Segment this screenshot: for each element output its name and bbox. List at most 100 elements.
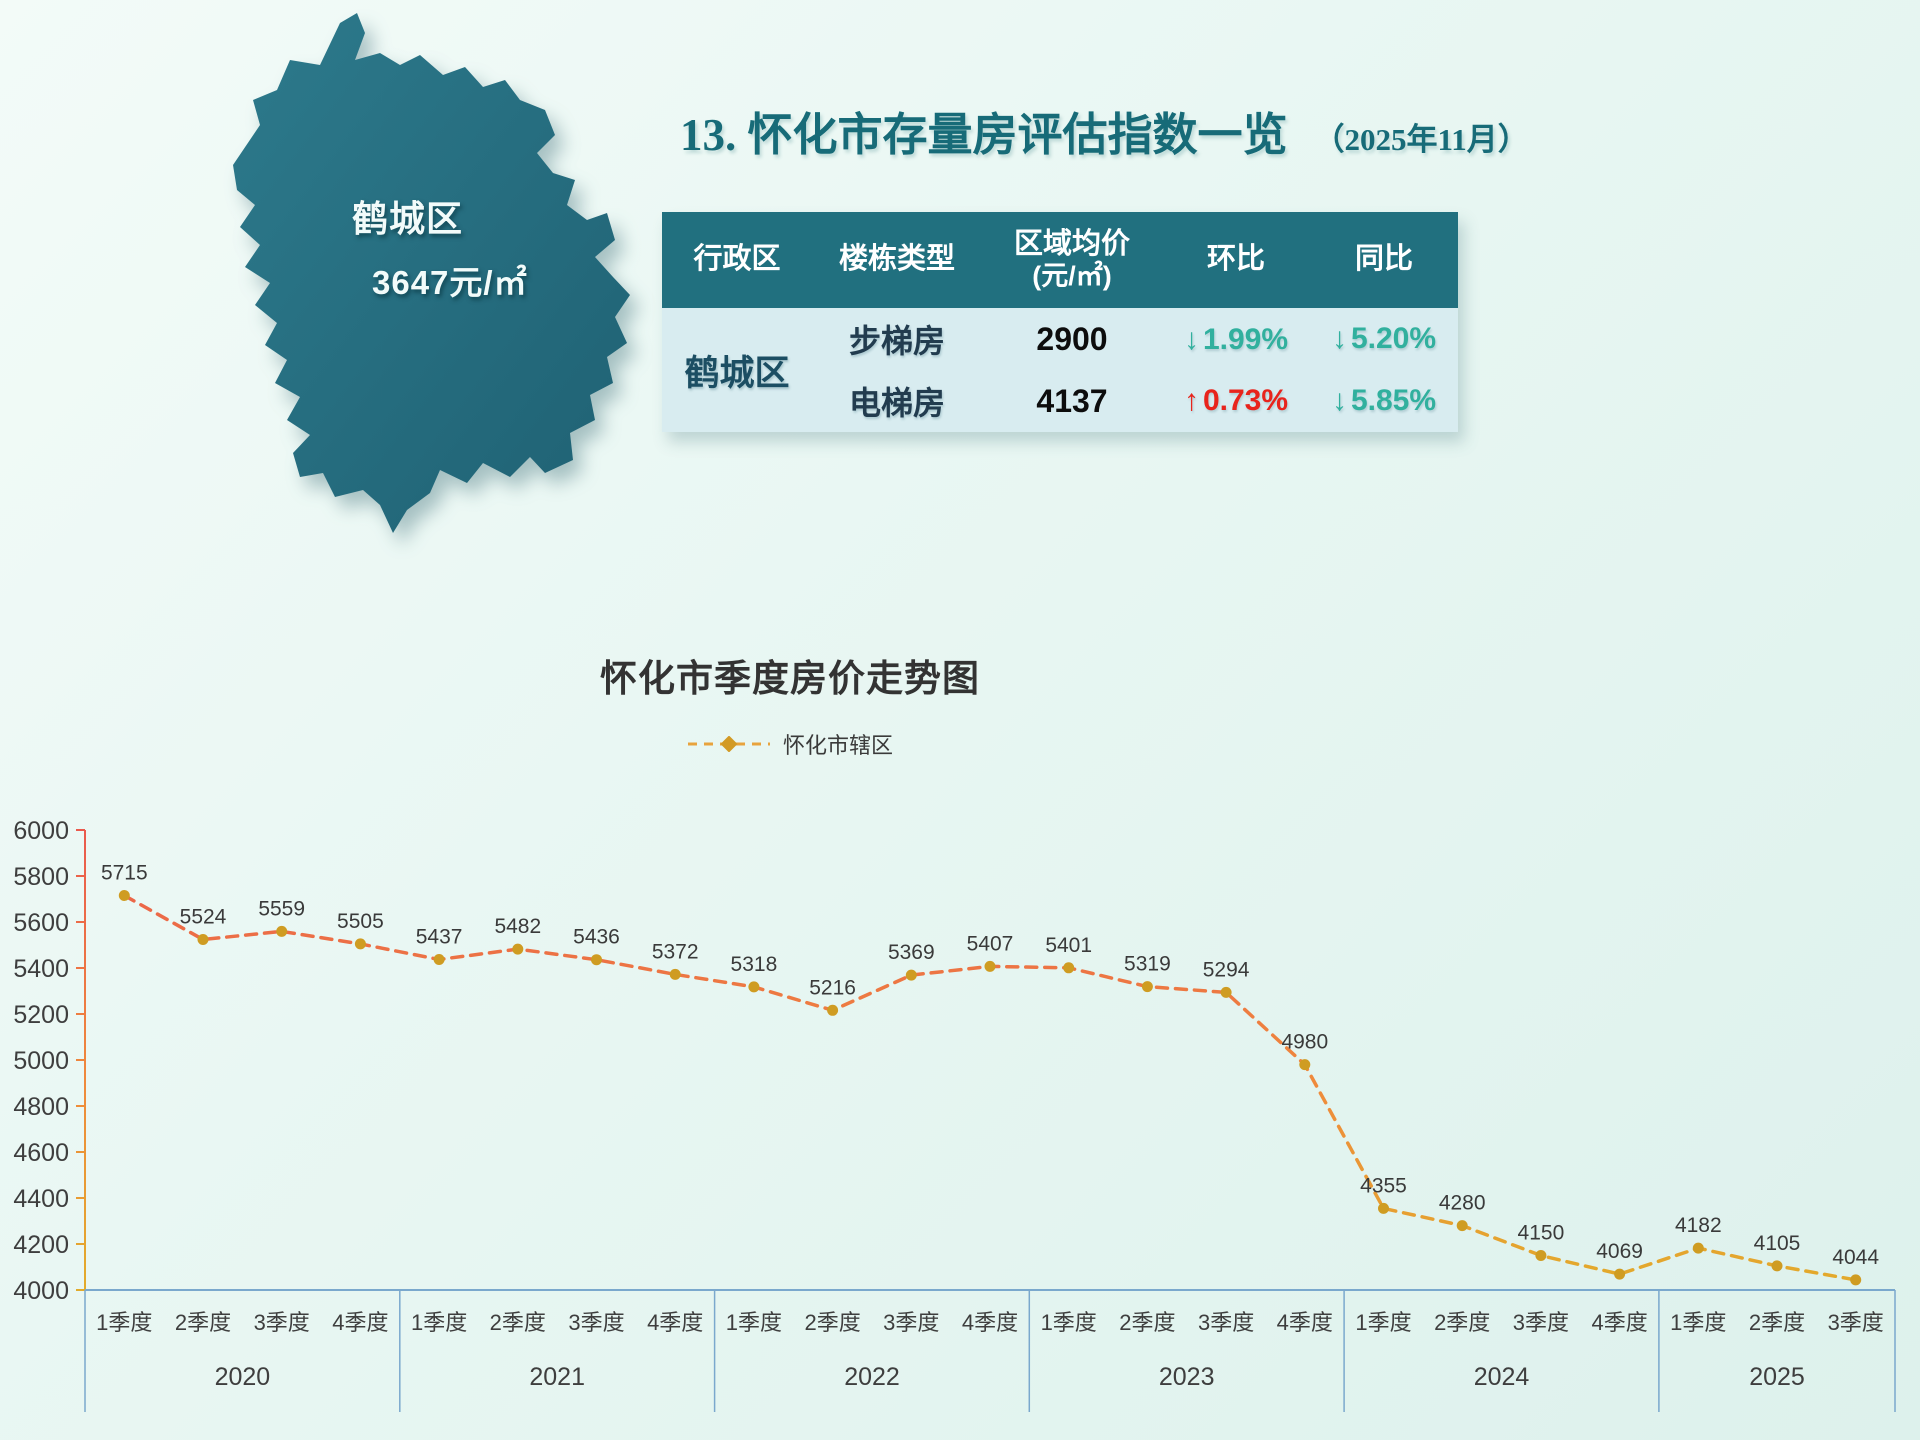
mom-value: 0.73% bbox=[1202, 384, 1289, 417]
chart-point bbox=[591, 954, 602, 966]
chart-point bbox=[512, 943, 524, 955]
down-arrow-icon: ↓ bbox=[1331, 322, 1347, 355]
chart-point-label: 4980 bbox=[1281, 1031, 1328, 1054]
up-arrow-icon: ↑ bbox=[1183, 384, 1199, 417]
col-header-yoy: 同比 bbox=[1354, 243, 1413, 276]
yoy-cell: ↓ 5.85% bbox=[1310, 370, 1458, 432]
y-axis-label: 5600 bbox=[13, 909, 69, 937]
chart-header: 怀化市季度房价走势图 怀化市辖区 bbox=[0, 648, 1580, 760]
chart-point-label: 5482 bbox=[494, 915, 541, 938]
x-axis-quarter-label: 4季度 bbox=[1277, 1310, 1333, 1335]
chart-point bbox=[1299, 1059, 1311, 1071]
yoy-change: ↓ 5.20% bbox=[1332, 322, 1436, 356]
x-axis-quarter-label: 2季度 bbox=[1749, 1310, 1805, 1335]
chart-point bbox=[1614, 1268, 1626, 1280]
chart-point bbox=[1063, 962, 1075, 974]
yoy-value: 5.20% bbox=[1350, 322, 1437, 355]
x-axis-quarter-label: 1季度 bbox=[1355, 1310, 1411, 1335]
chart-point-label: 5294 bbox=[1203, 958, 1250, 981]
x-axis-year-label: 2023 bbox=[1159, 1363, 1215, 1391]
building-type-cell: 电梯房 bbox=[848, 385, 945, 421]
chart-point bbox=[118, 890, 130, 901]
legend-label: 怀化市辖区 bbox=[782, 733, 893, 758]
yoy-change: ↓ 5.85% bbox=[1332, 384, 1436, 418]
x-axis-quarter-label: 1季度 bbox=[411, 1310, 467, 1335]
chart-point bbox=[984, 960, 996, 972]
x-axis-quarter-label: 2季度 bbox=[804, 1310, 860, 1335]
title-text: 13. 怀化市存量房评估指数一览 bbox=[680, 110, 1288, 160]
y-axis-label: 4200 bbox=[13, 1231, 69, 1259]
yoy-cell: ↓ 5.20% bbox=[1310, 308, 1458, 370]
y-axis-label: 6000 bbox=[13, 817, 69, 845]
chart-point bbox=[1850, 1274, 1862, 1286]
chart-point bbox=[905, 969, 917, 981]
x-axis-quarter-label: 2季度 bbox=[1434, 1310, 1490, 1335]
chart-point-label: 4150 bbox=[1518, 1222, 1565, 1245]
x-axis-quarter-label: 3季度 bbox=[568, 1310, 624, 1335]
chart-point-label: 4182 bbox=[1675, 1214, 1722, 1237]
district-map bbox=[233, 13, 630, 533]
chart-point bbox=[669, 968, 681, 980]
y-axis-label: 4600 bbox=[13, 1139, 69, 1167]
chart-point-label: 4355 bbox=[1360, 1174, 1407, 1197]
x-axis-year-label: 2025 bbox=[1749, 1363, 1805, 1391]
chart-point bbox=[827, 1004, 839, 1016]
chart-point-label: 5715 bbox=[101, 862, 148, 885]
trend-line-chart: 4000 4200 4400 4600 4800 5000 5200 5400 5600 5800… bbox=[13, 817, 1896, 1412]
col-header-avg-price: 区域均价 (元/㎡) bbox=[982, 212, 1162, 308]
chart-point-label: 5216 bbox=[809, 976, 856, 999]
chart-point-label: 4044 bbox=[1832, 1246, 1879, 1269]
price-cell: 2900 bbox=[1036, 320, 1108, 357]
map-district-label: 鹤城区 bbox=[352, 198, 464, 239]
yoy-value: 5.85% bbox=[1350, 384, 1437, 417]
chart-point bbox=[1771, 1260, 1783, 1272]
building-type-cell: 步梯房 bbox=[848, 323, 945, 359]
x-axis-quarter-label: 4季度 bbox=[962, 1310, 1018, 1335]
chart-point-label: 5369 bbox=[888, 941, 935, 964]
chart-title: 怀化市季度房价走势图 bbox=[600, 658, 980, 699]
y-axis-label: 5000 bbox=[13, 1047, 69, 1075]
x-axis-quarter-label: 2季度 bbox=[175, 1310, 231, 1335]
chart-point bbox=[1220, 986, 1232, 998]
price-table: 行政区 楼栋类型 区域均价 (元/㎡) 环比 同比 鹤城区 步梯房 2900 ↓… bbox=[662, 212, 1458, 432]
y-axis-label: 4000 bbox=[13, 1277, 69, 1305]
avg-price-label: 区域均价 bbox=[1013, 227, 1130, 260]
x-axis-quarter-label: 2季度 bbox=[490, 1310, 546, 1335]
mom-cell: ↑ 0.73% bbox=[1162, 370, 1310, 432]
chart-point-label: 5437 bbox=[416, 926, 463, 949]
chart-point bbox=[1378, 1202, 1389, 1214]
chart-point-label: 5505 bbox=[337, 910, 384, 933]
avg-price-unit: (元/㎡) bbox=[1032, 261, 1112, 292]
x-axis-quarter-label: 3季度 bbox=[1198, 1310, 1254, 1335]
mom-cell: ↓ 1.99% bbox=[1162, 308, 1310, 370]
col-header-building-type: 楼栋类型 bbox=[838, 243, 955, 276]
x-axis-year-label: 2021 bbox=[529, 1363, 585, 1391]
y-axis bbox=[76, 829, 86, 1291]
chart-point-label: 5407 bbox=[967, 932, 1014, 955]
chart-point bbox=[276, 925, 288, 937]
chart-point-label: 5436 bbox=[573, 926, 620, 949]
table-body: 鹤城区 步梯房 2900 ↓ 1.99% ↓ 5.20% 电梯房 4137 ↑ 0.7… bbox=[662, 308, 1458, 432]
x-axis-quarter-label: 3季度 bbox=[254, 1310, 310, 1335]
x-axis-quarter-label: 3季度 bbox=[883, 1310, 939, 1335]
legend-line-icon bbox=[687, 736, 770, 752]
chart-legend[interactable]: 怀化市辖区 bbox=[0, 728, 1580, 760]
title-date: （2025年11月） bbox=[1313, 122, 1529, 157]
y-axis-label: 5400 bbox=[13, 955, 69, 983]
x-axis-quarter-label: 3季度 bbox=[1513, 1310, 1569, 1335]
chart-point bbox=[354, 938, 366, 950]
x-axis-quarter-label: 2季度 bbox=[1119, 1310, 1175, 1335]
chart-point-label: 4280 bbox=[1439, 1192, 1486, 1215]
chart-point bbox=[1141, 981, 1153, 993]
y-axis-label: 4400 bbox=[13, 1185, 69, 1213]
x-axis-quarter-label: 1季度 bbox=[726, 1310, 782, 1335]
price-cell: 4137 bbox=[1036, 382, 1108, 419]
chart-point-label: 5559 bbox=[258, 897, 305, 920]
map-price-label: 3647元/㎡ bbox=[372, 264, 528, 301]
x-axis-year-label: 2020 bbox=[215, 1363, 271, 1391]
chart-point-label: 5401 bbox=[1045, 934, 1092, 957]
col-header-district: 行政区 bbox=[693, 243, 781, 276]
chart-point-label: 5524 bbox=[180, 906, 227, 929]
mom-change-inner: ↓ 1.99% bbox=[1184, 323, 1288, 356]
chart-point-label: 5319 bbox=[1124, 953, 1171, 976]
